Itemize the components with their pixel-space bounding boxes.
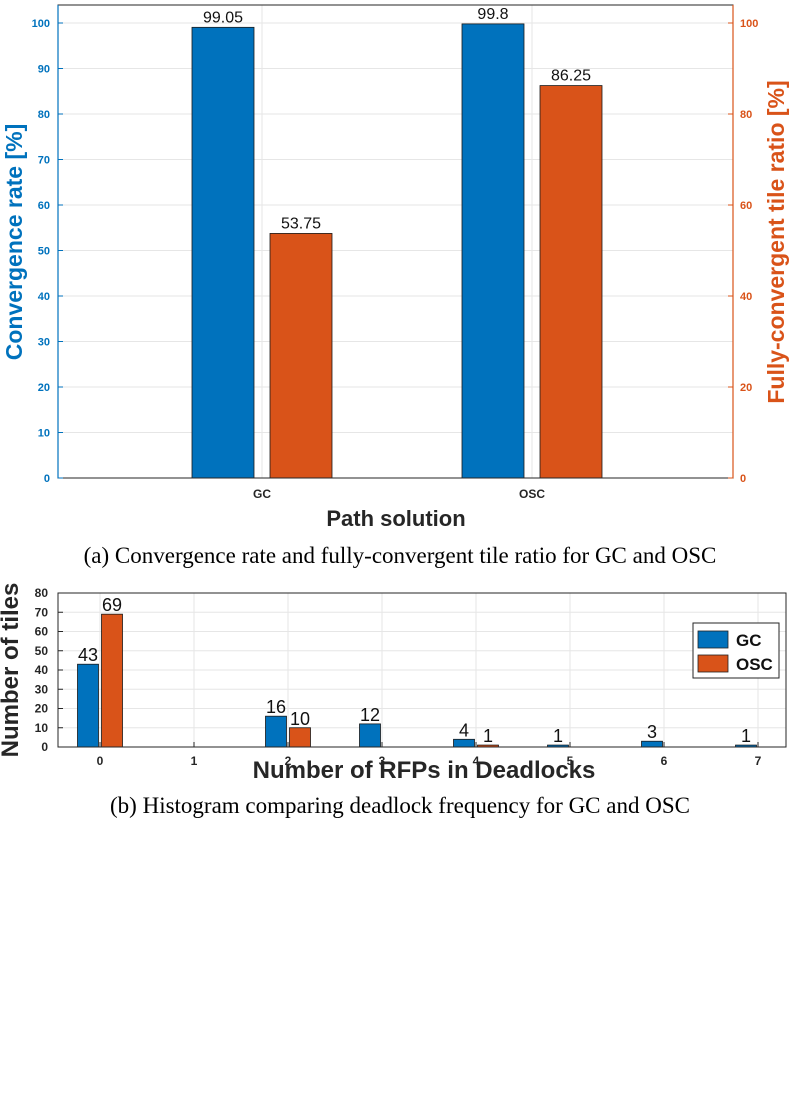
x-tick-6: 6 (661, 754, 668, 768)
chart-a-xlabel: Path solution (326, 506, 465, 531)
x-tick-2: 2 (285, 754, 292, 768)
bar-osc-0 (101, 613, 123, 748)
y-tick-left: 30 (38, 337, 50, 349)
chart-a-caption: (a) Convergence rate and fully-convergen… (84, 543, 717, 568)
chart-a: 99.05 99.8 53.75 86.25 0 10 20 30 40 50 60 70 80 90 1… (1, 4, 789, 568)
data-label-gc-6: 3 (647, 722, 657, 742)
x-tick-0: 0 (97, 754, 104, 768)
y-tick: 80 (35, 586, 49, 600)
legend-swatch-gc (697, 630, 729, 649)
chart-a-x-ticks: GC OSC (253, 487, 545, 501)
y-tick-left: 10 (38, 428, 50, 440)
chart-a-plot-area (58, 5, 733, 478)
y-tick-right: 80 (740, 109, 752, 121)
y-tick-right: 40 (740, 291, 752, 303)
y-tick-left: 40 (38, 291, 50, 303)
y-tick-right: 100 (740, 18, 758, 30)
x-tick-osc: OSC (519, 487, 545, 501)
chart-b-xlabel: Number of RFPs in Deadlocks (253, 757, 596, 784)
chart-a-data-labels: 99.05 99.8 53.75 86.25 (203, 6, 591, 233)
data-label-osc-1: 86.25 (551, 68, 591, 85)
bar-gc-convergence (191, 26, 255, 479)
chart-b-caption: (b) Histogram comparing deadlock frequen… (110, 793, 690, 818)
chart-a-ylabel-right: Fully-convergent tile ratio [%] (763, 80, 789, 403)
bar-gc-2 (265, 715, 287, 748)
y-tick: 60 (35, 625, 49, 639)
y-tick-left: 90 (38, 64, 50, 76)
y-tick-left: 20 (38, 382, 50, 394)
y-tick: 0 (41, 740, 48, 754)
chart-a-right-ticks: 0 20 40 60 80 100 (728, 5, 758, 485)
y-tick: 20 (35, 702, 49, 716)
data-label-osc-0: 69 (102, 595, 122, 615)
x-tick-gc: GC (253, 487, 271, 501)
data-label-osc-0: 99.8 (477, 6, 508, 23)
bar-osc-convergence (461, 23, 525, 479)
bar-osc-tile-ratio (539, 85, 603, 479)
bar-osc-2 (289, 727, 311, 748)
data-label-gc-0: 99.05 (203, 9, 243, 26)
y-tick-right: 0 (740, 473, 746, 485)
data-label-osc-2: 10 (290, 709, 310, 729)
chart-b-ylabel: Number of tiles (0, 583, 24, 758)
y-tick: 40 (35, 663, 49, 677)
y-tick-left: 70 (38, 155, 50, 167)
chart-a-left-ticks: 0 10 20 30 40 50 60 70 80 90 100 (32, 5, 63, 485)
data-label-gc-2: 16 (266, 697, 286, 717)
bar-gc-3 (359, 723, 381, 748)
y-tick: 50 (35, 644, 49, 658)
y-tick-right: 60 (740, 200, 752, 212)
legend-label-osc: OSC (736, 655, 773, 674)
data-label-osc-4: 1 (483, 726, 493, 746)
y-tick-left: 100 (32, 18, 50, 30)
x-tick-3: 3 (379, 754, 386, 768)
x-tick-4: 4 (473, 754, 480, 768)
x-tick-7: 7 (755, 754, 762, 768)
y-tick-left: 80 (38, 109, 50, 121)
data-label-gc-0: 43 (78, 645, 98, 665)
y-tick-left: 50 (38, 246, 50, 258)
chart-a-bars (191, 23, 603, 479)
data-label-gc-5: 1 (553, 726, 563, 746)
y-tick-right: 20 (740, 382, 752, 394)
y-tick: 30 (35, 682, 49, 696)
data-label-gc-7: 1 (741, 726, 751, 746)
y-tick-left: 0 (44, 473, 50, 485)
legend-label-gc: GC (736, 631, 762, 650)
x-tick-1: 1 (191, 754, 198, 768)
bar-gc-4 (453, 738, 475, 748)
chart-a-grid (58, 5, 733, 479)
data-label-gc-4: 4 (459, 720, 469, 740)
data-label-gc-3: 12 (360, 705, 380, 725)
bar-gc-tile-ratio (269, 233, 333, 479)
bar-gc-0 (77, 663, 99, 748)
y-tick: 10 (35, 721, 49, 735)
x-tick-5: 5 (567, 754, 574, 768)
chart-b-legend: GC OSC (692, 622, 780, 679)
chart-b-x-ticks: 0 1 2 3 4 5 6 7 (97, 742, 762, 768)
chart-b-y-ticks: 0 10 20 30 40 50 60 70 80 (35, 586, 63, 754)
data-label-gc-1: 53.75 (281, 215, 321, 232)
chart-b-bars (77, 613, 757, 748)
legend-swatch-osc (697, 654, 729, 673)
y-tick: 70 (35, 605, 49, 619)
chart-a-ylabel-left: Convergence rate [%] (1, 124, 27, 360)
y-tick-left: 60 (38, 200, 50, 212)
